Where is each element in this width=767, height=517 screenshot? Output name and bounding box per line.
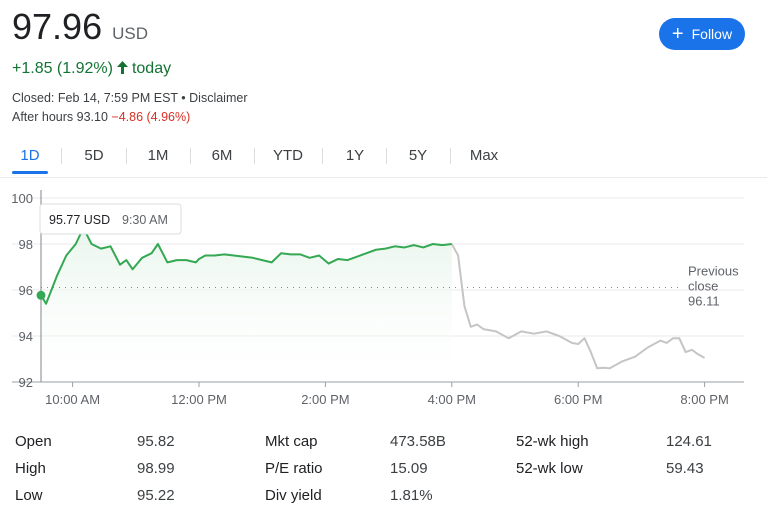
tooltip-box [39, 203, 182, 235]
x-tick-label: 10:00 AM [45, 392, 100, 407]
stat-high-label: High [15, 460, 46, 477]
x-tick-label: 8:00 PM [680, 392, 728, 407]
tab-1d[interactable]: 1D [20, 146, 40, 164]
stat-52wk-low-label: 52-wk low [516, 460, 583, 477]
x-tick-label: 12:00 PM [171, 392, 227, 407]
x-axis-ticks [72, 382, 706, 387]
x-tick-label: 6:00 PM [554, 392, 602, 407]
regular-session-area [41, 227, 452, 382]
change-value: +1.85 (1.92%) [12, 60, 113, 77]
stat-52wk-high-value: 124.61 [666, 433, 712, 450]
stat-52wk-high-label: 52-wk high [516, 433, 589, 450]
price-chart[interactable]: 100 98 96 94 92 10:00 AM 12:00 PM 2:00 PM 4:00 … [0, 180, 767, 420]
stat-pe-label: P/E ratio [265, 460, 323, 477]
y-tick-label: 96 [19, 283, 33, 298]
follow-button[interactable]: + Follow [659, 18, 745, 50]
tab-5d[interactable]: 5D [84, 146, 104, 164]
stat-pe-value: 15.09 [390, 460, 428, 477]
plus-icon: + [671, 23, 684, 45]
y-axis-labels: 100 98 96 94 92 [11, 191, 33, 390]
current-price: 97.96 [12, 6, 103, 47]
y-tick-label: 100 [11, 191, 33, 206]
tab-max[interactable]: Max [469, 146, 499, 164]
tabs-divider [0, 177, 767, 178]
stat-div-yield-label: Div yield [265, 487, 322, 504]
stat-low-label: Low [15, 487, 43, 504]
arrow-up-icon [116, 59, 128, 79]
y-tick-label: 94 [19, 329, 33, 344]
regular-session-line [40, 226, 452, 305]
previous-close-label-2: close [688, 278, 718, 293]
tab-divider [322, 148, 323, 164]
change-period: today [131, 60, 172, 77]
tab-1y[interactable]: 1Y [345, 146, 365, 164]
y-tick-label: 92 [19, 375, 33, 390]
tooltip-price: 95.77 USD [49, 213, 110, 227]
tooltip-time: 9:30 AM [122, 213, 168, 227]
x-tick-label: 4:00 PM [428, 392, 476, 407]
tab-5y[interactable]: 5Y [408, 146, 428, 164]
closed-status: Closed: Feb 14, 7:59 PM EST • Disclaimer [12, 91, 248, 105]
after-hours-change: −4.86 (4.96%) [111, 110, 191, 124]
tab-divider [386, 148, 387, 164]
tab-divider [61, 148, 62, 164]
key-stats: Open 95.82 Mkt cap 473.58B 52-wk high 12… [0, 425, 767, 515]
currency-code: USD [112, 24, 148, 43]
after-hours-price: After hours 93.10 [12, 110, 108, 124]
follow-label: Follow [691, 26, 733, 42]
stat-open-value: 95.82 [137, 433, 175, 450]
range-tabs: 1D 5D 1M 6M YTD 1Y 5Y Max [0, 140, 767, 174]
stat-52wk-low-value: 59.43 [666, 460, 704, 477]
stat-low-value: 95.22 [137, 487, 175, 504]
price-change: +1.85 (1.92%) today [12, 59, 171, 79]
tab-6m[interactable]: 6M [211, 146, 233, 164]
tab-divider [450, 148, 451, 164]
stat-open-label: Open [15, 433, 52, 450]
after-hours-line [450, 243, 706, 370]
price-header: 97.96 USD [12, 6, 148, 48]
previous-close-label: Previous [688, 263, 739, 278]
y-tick-label: 98 [19, 237, 33, 252]
stat-mktcap-value: 473.58B [390, 433, 446, 450]
hover-marker [36, 290, 46, 300]
x-tick-label: 2:00 PM [301, 392, 349, 407]
price-tooltip: 95.77 USD 9:30 AM [39, 203, 182, 235]
previous-close-value: 96.11 [688, 293, 720, 308]
stat-mktcap-label: Mkt cap [265, 433, 318, 450]
tab-ytd[interactable]: YTD [273, 146, 303, 164]
tab-1m[interactable]: 1M [147, 146, 169, 164]
x-axis-labels: 10:00 AM 12:00 PM 2:00 PM 4:00 PM 6:00 PM 8:0… [45, 392, 729, 407]
stat-high-value: 98.99 [137, 460, 175, 477]
tab-divider [190, 148, 191, 164]
stat-div-yield-value: 1.81% [390, 487, 433, 504]
active-tab-indicator [12, 171, 48, 174]
after-hours-status: After hours 93.10 −4.86 (4.96%) [12, 110, 190, 124]
tab-divider [254, 148, 255, 164]
tab-divider [126, 148, 127, 164]
